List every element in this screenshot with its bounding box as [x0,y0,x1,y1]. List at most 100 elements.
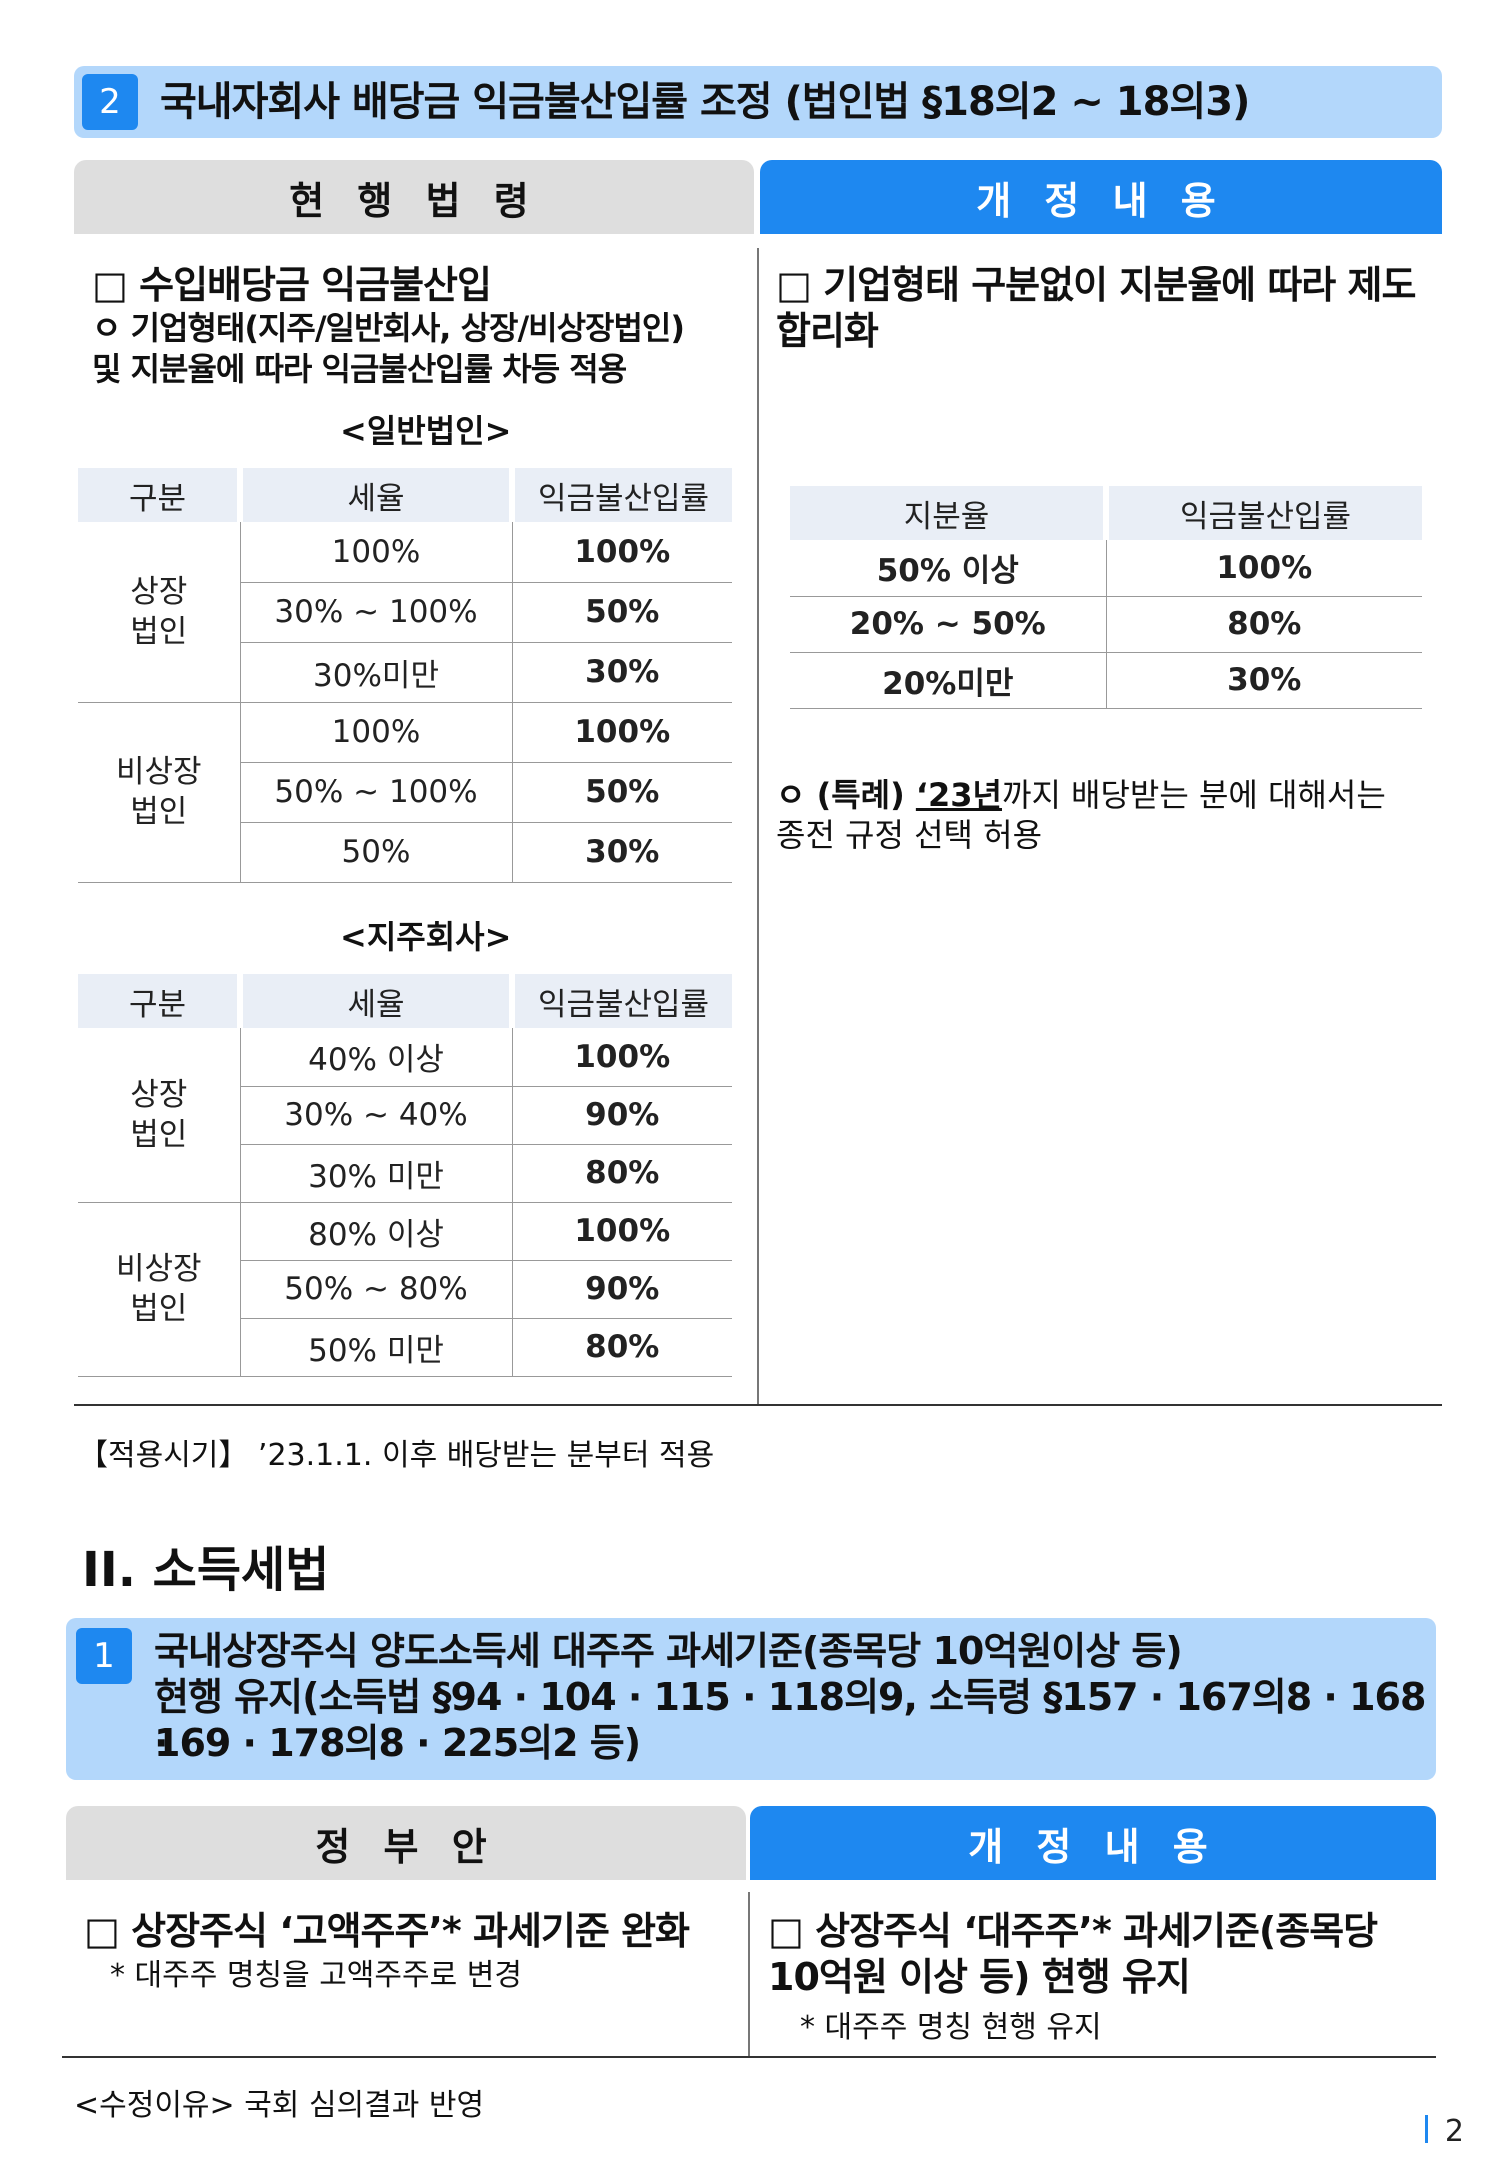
section-title-line1: 국내상장주식 양도소득세 대주주 과세기준(종목당 10억원이상 등) [154,1629,1183,1673]
amend-note: * 대주주 명칭 현행 유지 [800,2010,1102,2045]
group-label: 비상장 [115,1251,202,1287]
group-label: 상장 [130,573,188,610]
section-title: 국내자회사 배당금 익금불산입률 조정 (법인법 §18의2 ~ 18의3) [160,79,1250,125]
gov-heading: □ 상장주식 ‘고액주주’* 과세기준 완화 [84,1909,690,1953]
group-label: 법인 [130,613,188,650]
exclusion-cell: 80% [512,1144,732,1203]
group-label: 법인 [130,794,188,830]
rate-cell: 30% ~ 40% [240,1086,513,1145]
current-law-header: 현 행 법 령 [74,160,754,234]
right-heading-line2: 합리화 [776,309,879,353]
table-row: 30% 미만 80% [78,1144,732,1203]
rate-cell: 50% ~ 80% [240,1260,513,1319]
exclusion-cell: 100% [512,1028,732,1087]
col-category: 구분 [78,974,240,1028]
special-year: ‘23년 [915,776,1002,814]
exclusion-cell: 100% [512,522,732,583]
section-title-line2: 현행 유지(소득법 §94 · 104 · 115 · 118의9, 소득령 §… [154,1675,1426,1765]
amend-heading-line1: □ 상장주식 ‘대주주’* 과세기준(종목당 [768,1909,1378,1953]
left-bullet-line1: ㅇ 기업형태(지주/일반회사, 상장/비상장법인) [92,309,685,347]
gov-note: * 대주주 명칭을 고액주주로 변경 [110,1958,522,1993]
col-exclusion: 익금불산입률 [1103,486,1422,540]
table-header-row: 구분 세율 익금불산입률 [78,468,732,522]
comparison-bottom-rule-2 [62,2056,1436,2058]
col-exclusion: 익금불산입률 [509,468,732,522]
rate-cell: 100% [240,522,513,583]
table-row: 20%미만 30% [790,652,1422,709]
table-row: 비상장 법인 100% 100% [78,702,732,883]
group-label: 비상장 [115,754,202,790]
group-label: 법인 [130,1116,188,1153]
table-header-row: 구분 세율 익금불산입률 [78,974,732,1028]
table-row: 20% ~ 50% 80% [790,596,1422,653]
exclusion-cell: 90% [512,1260,732,1319]
section-number: 2 [82,74,138,130]
col-category: 구분 [78,468,240,522]
amendment-header-2: 개 정 내 용 [750,1806,1436,1880]
group-listed: 상장 법인 [78,1028,241,1203]
rate-cell: 40% 이상 [240,1028,513,1087]
exclusion-cell: 50% [512,582,732,643]
share-cell: 20%미만 [790,652,1107,709]
table-row: 50% ~ 80% 90% [78,1260,732,1319]
table-row: 상장 법인 40% 이상 100% [78,1028,732,1203]
special-rest: 까지 배당받는 분에 대해서는 [1002,776,1386,814]
group-unlisted: 비상장 법인 [78,1202,241,1377]
exclusion-cell: 80% [512,1318,732,1377]
exclusion-cell: 30% [512,822,732,883]
general-corp-table: 구분 세율 익금불산입률 상장 법인 100% 100% 30% ~ 100% … [78,468,732,883]
table-header-row: 지분율 익금불산입률 [790,486,1422,540]
exclusion-cell: 30% [1106,652,1422,709]
exclusion-cell: 30% [512,642,732,703]
table-row: 50% 30% [78,822,732,883]
exclusion-cell: 100% [512,702,732,763]
exclusion-cell: 50% [512,762,732,823]
comparison-bottom-rule [74,1404,1442,1406]
page-number: 2 [1444,2114,1464,2149]
section-banner-1: 1 국내상장주식 양도소득세 대주주 과세기준(종목당 10억원이상 등) 현행… [66,1618,1436,1780]
general-corp-caption: <일반법인> [340,412,512,450]
exclusion-cell: 100% [512,1202,732,1261]
table-row: 상장 법인 100% 100% [78,522,732,703]
column-divider-2 [748,1892,750,2056]
chapter-title: II. 소득세법 [82,1542,330,1598]
section-number: 1 [76,1628,132,1684]
revision-reason: <수정이유> 국회 심의결과 반영 [74,2088,485,2123]
section-banner-2: 2 국내자회사 배당금 익금불산입률 조정 (법인법 §18의2 ~ 18의3) [74,66,1442,138]
rate-cell: 100% [240,702,513,763]
table-row: 50% 미만 80% [78,1318,732,1377]
rate-cell: 80% 이상 [240,1202,513,1261]
rate-cell: 30% 미만 [240,1144,513,1203]
exclusion-cell: 80% [1106,596,1422,653]
table-row: 30% ~ 100% 50% [78,582,732,643]
table-row: 30% ~ 40% 90% [78,1086,732,1145]
col-rate: 세율 [237,468,512,522]
holding-company-table: 구분 세율 익금불산입률 상장 법인 40% 이상 100% 30% ~ 40%… [78,974,732,1377]
table-row: 50% 이상 100% [790,540,1422,597]
col-rate: 세율 [237,974,512,1028]
amend-heading-line2: 10억원 이상 등) 현행 유지 [768,1955,1191,1999]
left-bullet-line2: 및 지분율에 따라 익금불산입률 차등 적용 [92,350,627,388]
effective-date: 【적용시기】 ’23.1.1. 이후 배당받는 분부터 적용 [78,1438,715,1473]
group-label: 상장 [130,1076,188,1113]
exclusion-cell: 90% [512,1086,732,1145]
table-row: 50% ~ 100% 50% [78,762,732,823]
left-heading: □ 수입배당금 익금불산입 [92,263,492,307]
gov-proposal-header: 정 부 안 [66,1806,746,1880]
exclusion-cell: 100% [1106,540,1422,597]
special-provision-line2: 종전 규정 선택 허용 [776,816,1043,854]
group-label: 법인 [130,1291,188,1327]
holding-company-caption: <지주회사> [340,918,512,956]
rate-cell: 50% 미만 [240,1318,513,1377]
rate-cell: 30%미만 [240,642,513,703]
right-heading-line1: □ 기업형태 구분없이 지분율에 따라 제도 [776,263,1416,307]
col-exclusion: 익금불산입률 [509,974,732,1028]
section-title-line3: 169 · 178의8 · 225의2 등) [154,1721,641,1765]
rate-cell: 30% ~ 100% [240,582,513,643]
group-listed: 상장 법인 [78,522,241,703]
special-provision-line1: ㅇ (특례) ‘23년까지 배당받는 분에 대해서는 [776,770,1386,816]
amendment-header: 개 정 내 용 [760,160,1442,234]
share-cell: 20% ~ 50% [790,596,1107,653]
rate-cell: 50% ~ 100% [240,762,513,823]
amended-rate-table: 지분율 익금불산입률 50% 이상 100% 20% ~ 50% 80% 20%… [790,486,1422,709]
